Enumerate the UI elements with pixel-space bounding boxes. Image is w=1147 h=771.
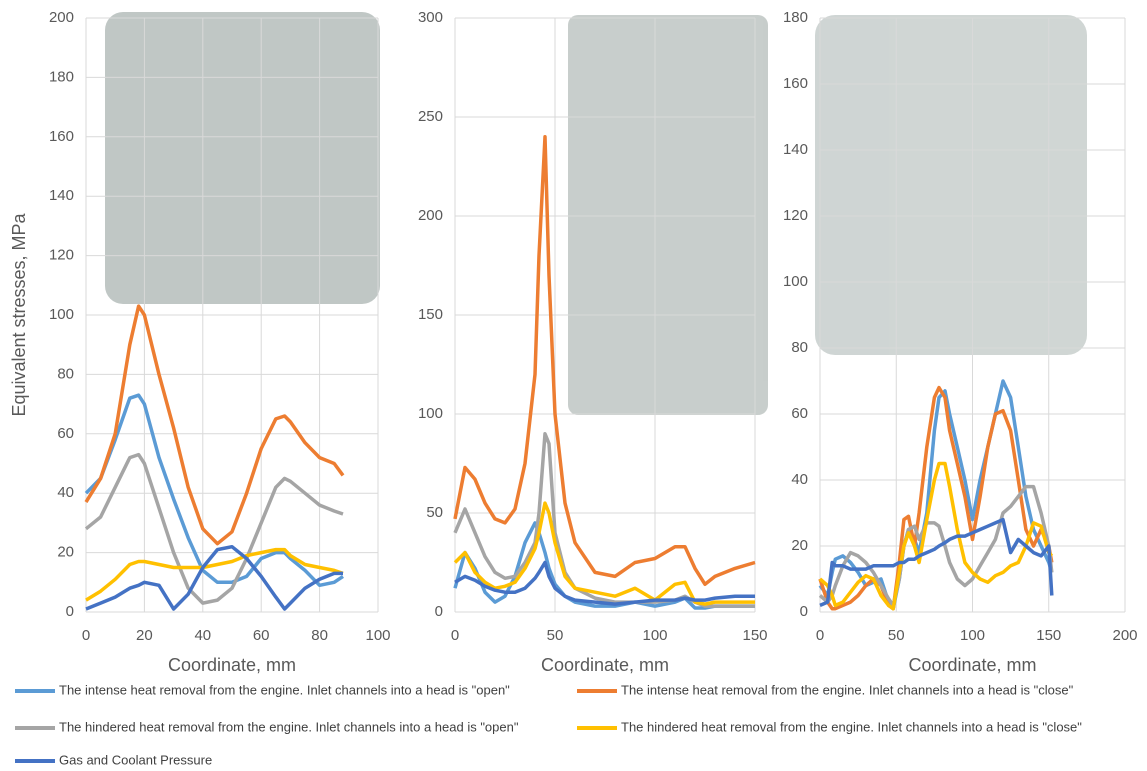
y-tick-label: 140 [783,141,808,158]
x-tick-label: 0 [451,627,459,644]
y-tick-label: 40 [57,484,74,501]
legend-label: The hindered heat removal from the engin… [59,719,519,734]
y-tick-label: 250 [418,108,443,125]
x-axis-label: Coordinate, mm [168,655,296,675]
legend-label: The intense heat removal from the engine… [59,682,510,697]
y-tick-label: 160 [783,75,808,92]
y-tick-label: 0 [435,603,443,620]
y-tick-label: 200 [49,9,74,26]
x-tick-label: 20 [136,627,153,644]
y-tick-label: 40 [791,471,808,488]
x-axis-label: Coordinate, mm [541,655,669,675]
x-tick-label: 100 [960,627,985,644]
y-tick-label: 140 [49,187,74,204]
y-tick-label: 60 [791,405,808,422]
y-tick-label: 120 [49,247,74,264]
legend-label: The intense heat removal from the engine… [621,682,1074,697]
y-tick-label: 60 [57,425,74,442]
figure: 020406080100120140160180200020406080100C… [0,0,1147,771]
render-image [105,12,380,304]
x-tick-label: 0 [82,627,90,644]
y-tick-label: 150 [418,306,443,323]
y-tick-label: 180 [49,68,74,85]
y-tick-label: 160 [49,128,74,145]
y-axis-label: Equivalent stresses, MPa [9,212,29,416]
y-tick-label: 300 [418,9,443,26]
legend-label: Gas and Coolant Pressure [59,752,212,767]
y-tick-label: 180 [783,9,808,26]
y-tick-label: 100 [49,306,74,323]
x-tick-label: 60 [253,627,270,644]
x-tick-label: 50 [547,627,564,644]
legend-label: The hindered heat removal from the engin… [621,719,1082,734]
x-tick-label: 80 [311,627,328,644]
x-tick-label: 200 [1112,627,1137,644]
y-tick-label: 20 [791,537,808,554]
y-tick-label: 100 [783,273,808,290]
x-tick-label: 150 [1036,627,1061,644]
data-line [86,395,343,585]
y-tick-label: 80 [791,339,808,356]
y-tick-label: 100 [418,405,443,422]
y-tick-label: 0 [66,603,74,620]
render-images [105,12,1087,415]
x-axis-label: Coordinate, mm [908,655,1036,675]
x-tick-label: 100 [642,627,667,644]
render-image [815,15,1087,355]
y-tick-label: 0 [800,603,808,620]
x-tick-label: 100 [365,627,390,644]
y-tick-label: 50 [426,504,443,521]
x-tick-label: 40 [194,627,211,644]
x-tick-label: 150 [742,627,767,644]
x-tick-label: 50 [888,627,905,644]
data-line [86,306,343,544]
y-tick-label: 20 [57,544,74,561]
y-tick-label: 120 [783,207,808,224]
x-tick-label: 0 [816,627,824,644]
data-line [820,464,1052,609]
data-line [820,381,1052,609]
y-tick-label: 200 [418,207,443,224]
y-tick-label: 80 [57,365,74,382]
data-line [455,503,755,604]
render-image [568,15,768,415]
